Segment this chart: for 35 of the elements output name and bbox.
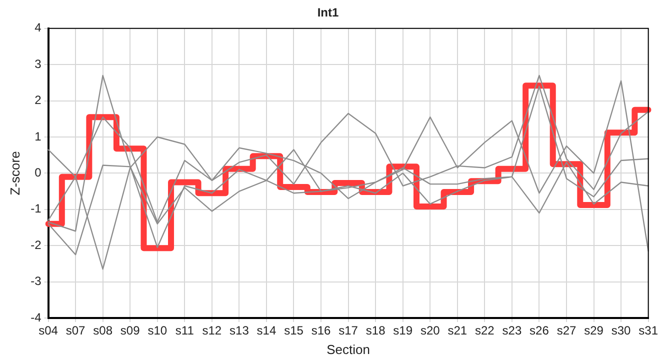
x-tick-label: s27 [556, 324, 576, 338]
x-tick-label: s08 [93, 324, 113, 338]
x-tick-label: s11 [175, 324, 194, 338]
x-tick-label: s13 [230, 324, 250, 338]
y-tick-label: -3 [30, 274, 42, 288]
x-tick-label: s04 [38, 324, 58, 338]
x-tick-label: s23 [502, 324, 522, 338]
y-tick-label: -4 [30, 310, 42, 324]
x-tick-label: s07 [66, 324, 86, 338]
x-tick-label: s16 [311, 324, 332, 338]
y-tick-label: -1 [30, 202, 42, 216]
x-tick-label: s09 [120, 324, 140, 338]
y-tick-label: 0 [34, 166, 42, 180]
x-tick-label: s21 [448, 324, 468, 338]
x-tick-label: s19 [393, 324, 413, 338]
x-tick-label: s22 [474, 324, 495, 338]
y-tick-label: 1 [34, 129, 42, 144]
x-tick-label: s20 [420, 324, 440, 338]
x-tick-label: s31 [638, 324, 658, 338]
x-tick-label: s10 [148, 324, 168, 338]
y-tick-label: 3 [34, 56, 42, 71]
x-tick-label: s26 [530, 324, 550, 338]
y-tick-label: 4 [34, 20, 42, 35]
y-tick-label: 2 [34, 93, 42, 108]
x-tick-label: s29 [584, 324, 604, 338]
x-tick-label: s15 [284, 324, 304, 338]
chart-title: Int1 [317, 6, 339, 20]
x-axis-title: Section [326, 342, 370, 357]
x-tick-label: s30 [611, 324, 632, 338]
x-tick-label: s18 [366, 324, 386, 338]
x-tick-label: s14 [256, 324, 276, 338]
y-tick-label: -2 [30, 238, 42, 252]
x-tick-label: s17 [338, 324, 358, 338]
x-tick-label: s12 [202, 324, 222, 338]
y-axis-title: Z-score [7, 151, 22, 196]
